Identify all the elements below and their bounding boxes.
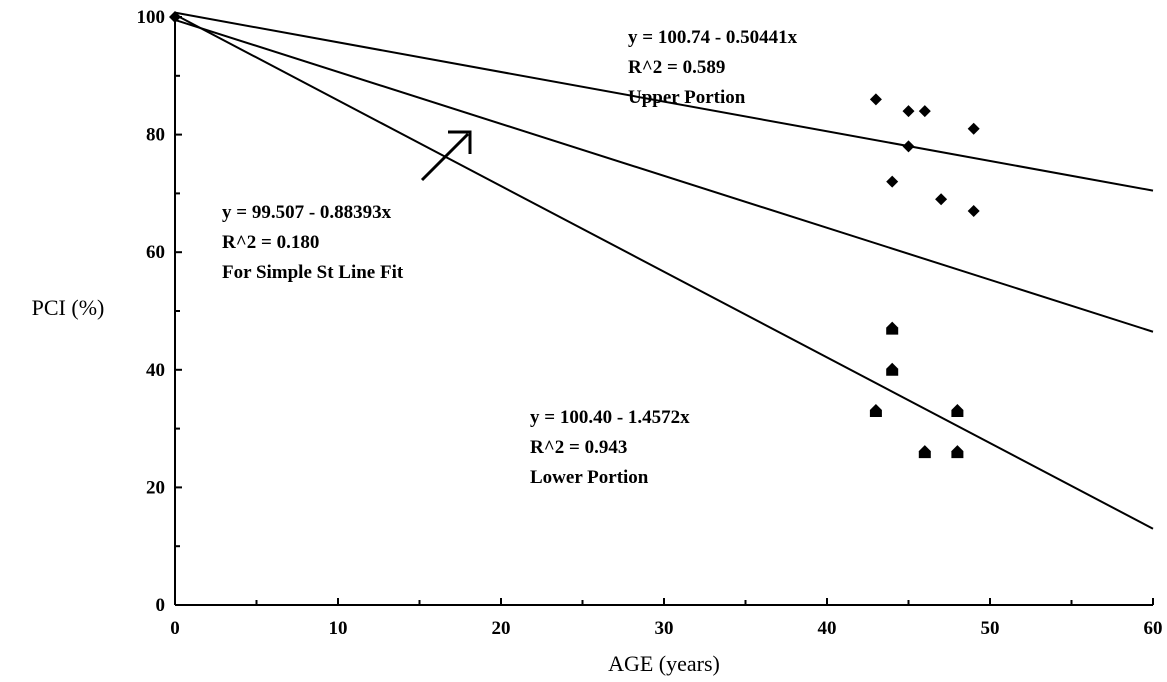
- upper-fit-r2: R^2 = 0.589: [628, 57, 725, 78]
- x-tick-label: 40: [818, 618, 837, 639]
- simple-fit-equation: y = 99.507 - 0.88393x: [222, 202, 392, 223]
- diamond-point: [967, 205, 980, 218]
- lower-fit-annotation: y = 100.40 - 1.4572x R^2 = 0.943 Lower P…: [530, 407, 694, 488]
- x-tick-label: 0: [170, 618, 180, 639]
- diamond-point: [902, 140, 915, 153]
- diamond-point: [902, 105, 915, 118]
- lower-fit-equation: y = 100.40 - 1.4572x: [530, 407, 690, 428]
- lower-fit-line: [174, 13, 1154, 530]
- lower-fit-label: Lower Portion: [530, 467, 649, 488]
- simple-fit-r2: R^2 = 0.180: [222, 232, 319, 253]
- y-tick-label: 20: [146, 477, 165, 498]
- diamond-point: [869, 93, 882, 106]
- y-axis-title: PCI (%): [32, 295, 105, 320]
- data-points: [169, 11, 980, 459]
- plot-area: 0 10 20 30 40 50 60 0 20 40 60 80 100 y = 100.74 - …: [32, 7, 1163, 676]
- x-tick-label: 20: [492, 618, 511, 639]
- fit-lines: [174, 11, 1154, 530]
- lower-fit-r2: R^2 = 0.943: [530, 437, 627, 458]
- x-tick-label: 50: [981, 618, 1000, 639]
- upper-fit-line: [174, 11, 1154, 192]
- y-tick-label: 80: [146, 125, 165, 146]
- house-point: [886, 362, 899, 376]
- annotation-arrow: [420, 130, 472, 182]
- diamond-point: [967, 122, 980, 135]
- simple-fit-annotation: y = 99.507 - 0.88393x R^2 = 0.180 For Si…: [222, 202, 404, 283]
- simple-fit-label: For Simple St Line Fit: [222, 262, 404, 283]
- diamond-point: [918, 105, 931, 118]
- x-ticks: 0 10 20 30 40 50 60: [170, 598, 1163, 639]
- diamond-point: [169, 11, 181, 23]
- house-point: [918, 445, 931, 459]
- x-tick-label: 30: [655, 618, 674, 639]
- x-axis-title: AGE (years): [608, 651, 720, 676]
- upper-fit-annotation: y = 100.74 - 0.50441x R^2 = 0.589 Upper …: [628, 27, 802, 108]
- upper-fit-equation: y = 100.74 - 0.50441x: [628, 27, 798, 48]
- y-tick-label: 60: [146, 242, 165, 263]
- diamond-point: [886, 175, 899, 188]
- house-point: [951, 445, 964, 459]
- house-point: [951, 403, 964, 417]
- house-point: [869, 403, 882, 417]
- upper-fit-label: Upper Portion: [628, 87, 746, 108]
- y-tick-label: 40: [146, 360, 165, 381]
- diamond-point: [935, 193, 948, 206]
- y-tick-label: 100: [137, 7, 166, 28]
- x-tick-label: 60: [1144, 618, 1163, 639]
- simple-fit-line: [174, 18, 1154, 333]
- x-tick-label: 10: [329, 618, 348, 639]
- y-tick-label: 0: [156, 595, 166, 616]
- house-point: [886, 321, 899, 335]
